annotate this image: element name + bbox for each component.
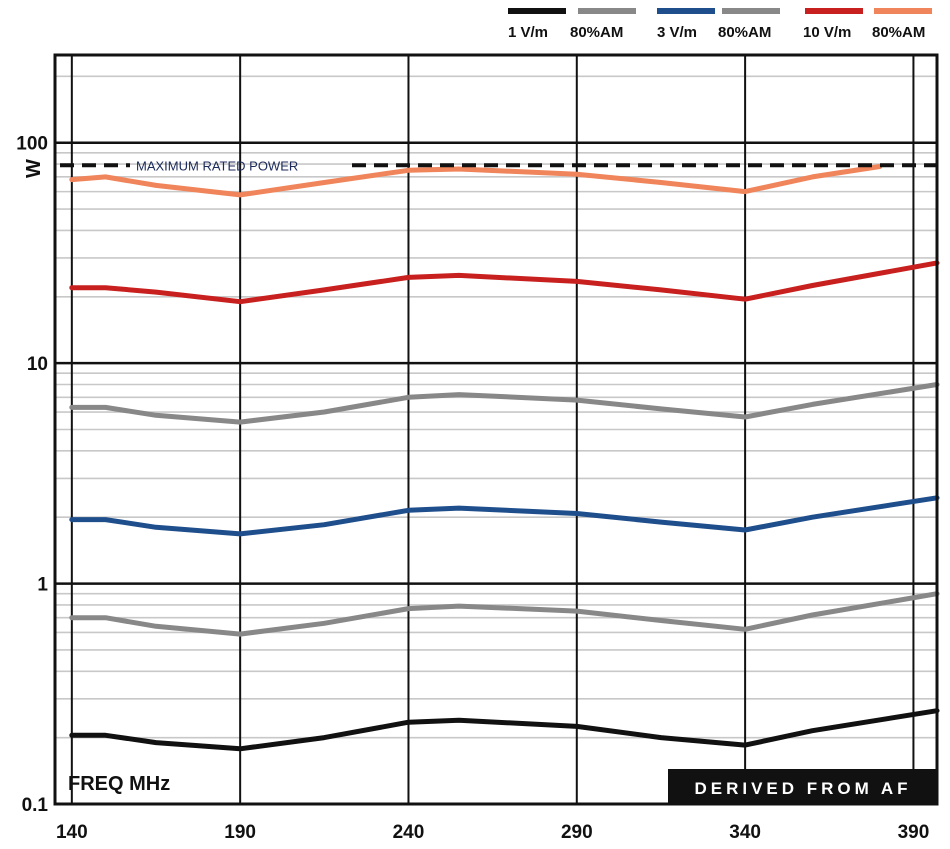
y-tick-label: 1 [37,575,48,596]
x-tick-label: 190 [224,822,256,843]
reference-line-label: MAXIMUM RATED POWER [136,158,298,173]
legend-label-5: 80%AM [872,24,925,41]
badge-background [668,769,938,805]
legend-label-1: 80%AM [570,24,623,41]
series-layer [69,164,940,752]
y-tick-labels: 0.1 1 10 100 [16,134,48,816]
legend-label-2: 3 V/m [657,24,697,41]
x-axis-label: FREQ MHz [68,773,170,795]
x-tick-label: 240 [393,822,425,843]
legend-label-3: 80%AM [718,24,771,41]
x-tick-labels: 140 190 240 290 340 390 [56,822,929,843]
plot-frame [53,53,939,806]
legend-label-0: 1 V/m [508,24,548,41]
minor-grid [55,75,937,739]
legend: 1 V/m 80%AM 3 V/m 80%AM 10 V/m 80%AM [508,8,932,41]
legend-swatch-2 [657,8,715,14]
y-tick-label: 100 [16,134,48,155]
legend-label-4: 10 V/m [803,24,851,41]
legend-swatch-4 [805,8,863,14]
legend-swatch-1 [578,8,636,14]
series-line-4 [69,591,940,637]
series-line-2 [69,382,940,425]
x-tick-label: 290 [561,822,593,843]
series-line-0 [69,164,883,198]
series-line-5 [69,708,940,752]
x-tick-label: 140 [56,822,88,843]
legend-swatch-3 [722,8,780,14]
badge-derived-from-af: DERIVED FROM AF [694,779,911,798]
y-tick-label: 0.1 [22,795,49,816]
legend-swatch-0 [508,8,566,14]
x-tick-label: 390 [898,822,930,843]
x-tick-label: 340 [729,822,761,843]
legend-swatch-5 [874,8,932,14]
y-tick-label: 10 [27,354,48,375]
y-axis-label: W [23,159,45,178]
series-line-1 [69,260,940,305]
reference-line-layer: MAXIMUM RATED POWER [60,158,937,173]
series-line-3 [69,495,940,537]
